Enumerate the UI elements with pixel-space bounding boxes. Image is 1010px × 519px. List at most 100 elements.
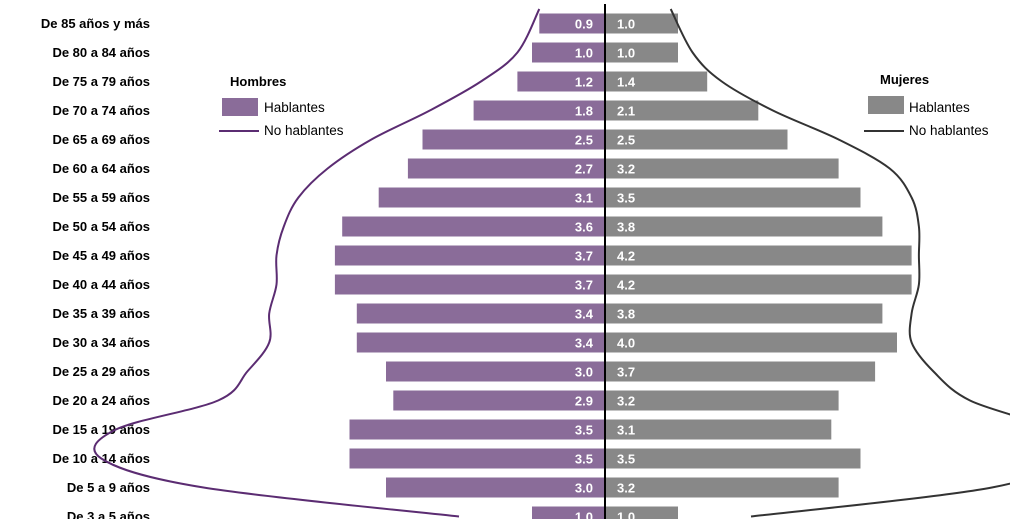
value-label-hombres: 3.4 — [575, 336, 594, 351]
value-label-mujeres: 2.5 — [617, 133, 635, 148]
age-label: De 45 a 49 años — [52, 248, 150, 263]
value-label-mujeres: 4.0 — [617, 336, 635, 351]
value-label-hombres: 2.5 — [575, 133, 593, 148]
age-label: De 20 a 24 años — [52, 393, 150, 408]
value-label-mujeres: 4.2 — [617, 278, 635, 293]
bar-mujeres-hablantes — [605, 100, 759, 121]
value-label-hombres: 3.0 — [575, 481, 593, 496]
value-label-mujeres: 3.8 — [617, 220, 635, 235]
legend-hombres-bar-label: Hablantes — [264, 100, 325, 115]
value-label-mujeres: 4.2 — [617, 249, 635, 264]
value-label-mujeres: 3.7 — [617, 365, 635, 380]
value-label-mujeres: 3.2 — [617, 481, 635, 496]
bar-hombres-hablantes — [407, 158, 605, 179]
value-label-mujeres: 3.5 — [617, 191, 635, 206]
bar-hombres-hablantes — [517, 71, 605, 92]
bar-mujeres-hablantes — [605, 390, 839, 411]
bar-mujeres-hablantes — [605, 129, 788, 150]
bar-mujeres-hablantes — [605, 448, 861, 469]
bar-hombres-hablantes — [386, 361, 605, 382]
bar-mujeres-hablantes — [605, 187, 861, 208]
bar-mujeres-hablantes — [605, 13, 678, 34]
value-label-hombres: 3.0 — [575, 365, 593, 380]
curve-hombres-no-hablantes — [93, 8, 541, 518]
bar-mujeres-hablantes — [605, 42, 678, 63]
age-label: De 30 a 34 años — [52, 335, 150, 350]
legend-hombres-title: Hombres — [230, 74, 286, 89]
age-label: De 70 a 74 años — [52, 103, 150, 118]
age-label: De 35 a 39 años — [52, 306, 150, 321]
value-label-hombres: 3.7 — [575, 278, 593, 293]
bar-hombres-hablantes — [532, 506, 605, 519]
age-label: De 15 a 19 años — [52, 422, 150, 437]
age-label: De 3 a 5 años — [67, 509, 150, 519]
bar-hombres-hablantes — [393, 390, 605, 411]
value-label-hombres: 3.6 — [575, 220, 593, 235]
value-label-mujeres: 1.0 — [617, 17, 635, 32]
value-label-hombres: 3.1 — [575, 191, 593, 206]
value-label-hombres: 1.8 — [575, 104, 593, 119]
age-label: De 25 a 29 años — [52, 364, 150, 379]
age-label: De 75 a 79 años — [52, 74, 150, 89]
legend-mujeres-title: Mujeres — [880, 72, 929, 87]
bar-hombres-hablantes — [349, 448, 605, 469]
bar-hombres-hablantes — [386, 477, 605, 498]
age-label: De 60 a 64 años — [52, 161, 150, 176]
legend-hombres: Hombres Hablantes No hablantes — [219, 74, 344, 138]
value-label-hombres: 3.7 — [575, 249, 593, 264]
value-label-mujeres: 3.2 — [617, 162, 635, 177]
value-label-hombres: 3.4 — [575, 307, 594, 322]
legend-mujeres-line-label: No hablantes — [909, 123, 989, 138]
value-label-mujeres: 3.2 — [617, 394, 635, 409]
value-label-hombres: 2.9 — [575, 394, 593, 409]
value-label-mujeres: 2.1 — [617, 104, 635, 119]
value-label-mujeres: 1.0 — [617, 510, 635, 519]
bar-hombres-hablantes — [473, 100, 605, 121]
age-label: De 55 a 59 años — [52, 190, 150, 205]
bar-mujeres-hablantes — [605, 303, 883, 324]
bar-mujeres-hablantes — [605, 71, 708, 92]
value-label-mujeres: 3.5 — [617, 452, 635, 467]
value-label-hombres: 3.5 — [575, 452, 593, 467]
bar-mujeres-hablantes — [605, 506, 678, 519]
bar-mujeres-hablantes — [605, 216, 883, 237]
bar-hombres-hablantes — [342, 216, 605, 237]
bar-mujeres-hablantes — [605, 361, 876, 382]
bar-mujeres-hablantes — [605, 419, 832, 440]
age-label: De 40 a 44 años — [52, 277, 150, 292]
bar-hombres-hablantes — [334, 245, 605, 266]
value-label-mujeres: 3.1 — [617, 423, 635, 438]
legend-hombres-line-label: No hablantes — [264, 123, 344, 138]
value-label-hombres: 1.2 — [575, 75, 593, 90]
value-label-mujeres: 1.0 — [617, 46, 635, 61]
bar-mujeres-hablantes — [605, 332, 897, 353]
bar-mujeres-hablantes — [605, 477, 839, 498]
bar-mujeres-hablantes — [605, 274, 912, 295]
value-label-hombres: 0.9 — [575, 17, 593, 32]
bar-hombres-hablantes — [378, 187, 605, 208]
value-label-hombres: 1.0 — [575, 46, 593, 61]
bar-hombres-hablantes — [532, 42, 605, 63]
bar-mujeres-hablantes — [605, 245, 912, 266]
legend-mujeres-bar-label: Hablantes — [909, 100, 970, 115]
value-label-hombres: 1.0 — [575, 510, 593, 519]
bar-hombres-hablantes — [356, 332, 605, 353]
age-label: De 80 a 84 años — [52, 45, 150, 60]
bar-hombres-hablantes — [539, 13, 605, 34]
value-label-mujeres: 1.4 — [617, 75, 636, 90]
legend-hombres-bar-swatch — [222, 98, 258, 116]
age-label: De 5 a 9 años — [67, 480, 150, 495]
bar-hombres-hablantes — [349, 419, 605, 440]
value-label-mujeres: 3.8 — [617, 307, 635, 322]
bar-hombres-hablantes — [334, 274, 605, 295]
age-label: De 65 a 69 años — [52, 132, 150, 147]
age-label: De 85 años y más — [41, 16, 150, 31]
legend-mujeres-bar-swatch — [868, 96, 904, 114]
value-label-hombres: 2.7 — [575, 162, 593, 177]
value-label-hombres: 3.5 — [575, 423, 593, 438]
curve-mujeres-no-hablantes — [669, 8, 1010, 518]
legend-mujeres: Mujeres Hablantes No hablantes — [864, 72, 989, 138]
bar-hombres-hablantes — [422, 129, 605, 150]
bar-hombres-hablantes — [356, 303, 605, 324]
